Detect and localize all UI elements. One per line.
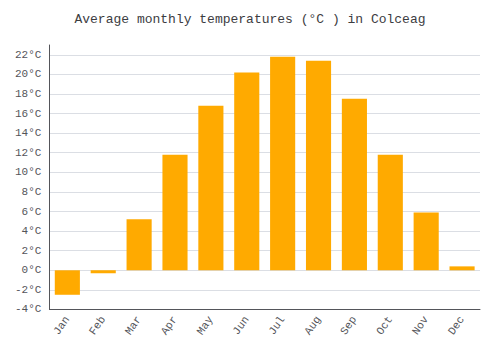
svg-text:Sep: Sep xyxy=(338,314,359,337)
svg-text:20°C: 20°C xyxy=(15,68,42,80)
svg-text:14°C: 14°C xyxy=(15,127,42,139)
svg-text:16°C: 16°C xyxy=(15,108,42,120)
svg-text:Feb: Feb xyxy=(87,314,108,337)
svg-text:Nov: Nov xyxy=(410,314,431,337)
svg-text:Aug: Aug xyxy=(302,314,323,337)
svg-text:May: May xyxy=(195,314,216,337)
svg-text:-2°C: -2°C xyxy=(15,284,42,296)
svg-text:Average monthly temperatures (: Average monthly temperatures (°C ) in Co… xyxy=(74,12,425,27)
svg-text:-4°C: -4°C xyxy=(15,303,42,315)
svg-text:4°C: 4°C xyxy=(22,225,42,237)
svg-text:18°C: 18°C xyxy=(15,88,42,100)
svg-text:Dec: Dec xyxy=(446,314,467,337)
svg-text:6°C: 6°C xyxy=(22,206,42,218)
svg-text:8°C: 8°C xyxy=(22,186,42,198)
svg-text:Jun: Jun xyxy=(230,314,251,337)
svg-text:Jul: Jul xyxy=(266,314,287,337)
svg-text:Mar: Mar xyxy=(123,314,144,337)
svg-text:Jan: Jan xyxy=(51,314,72,337)
svg-text:10°C: 10°C xyxy=(15,166,42,178)
svg-text:2°C: 2°C xyxy=(22,245,42,257)
svg-text:12°C: 12°C xyxy=(15,147,42,159)
svg-text:22°C: 22°C xyxy=(15,49,42,61)
svg-text:Oct: Oct xyxy=(374,314,395,337)
svg-text:0°C: 0°C xyxy=(22,264,42,276)
svg-text:Apr: Apr xyxy=(159,314,180,337)
